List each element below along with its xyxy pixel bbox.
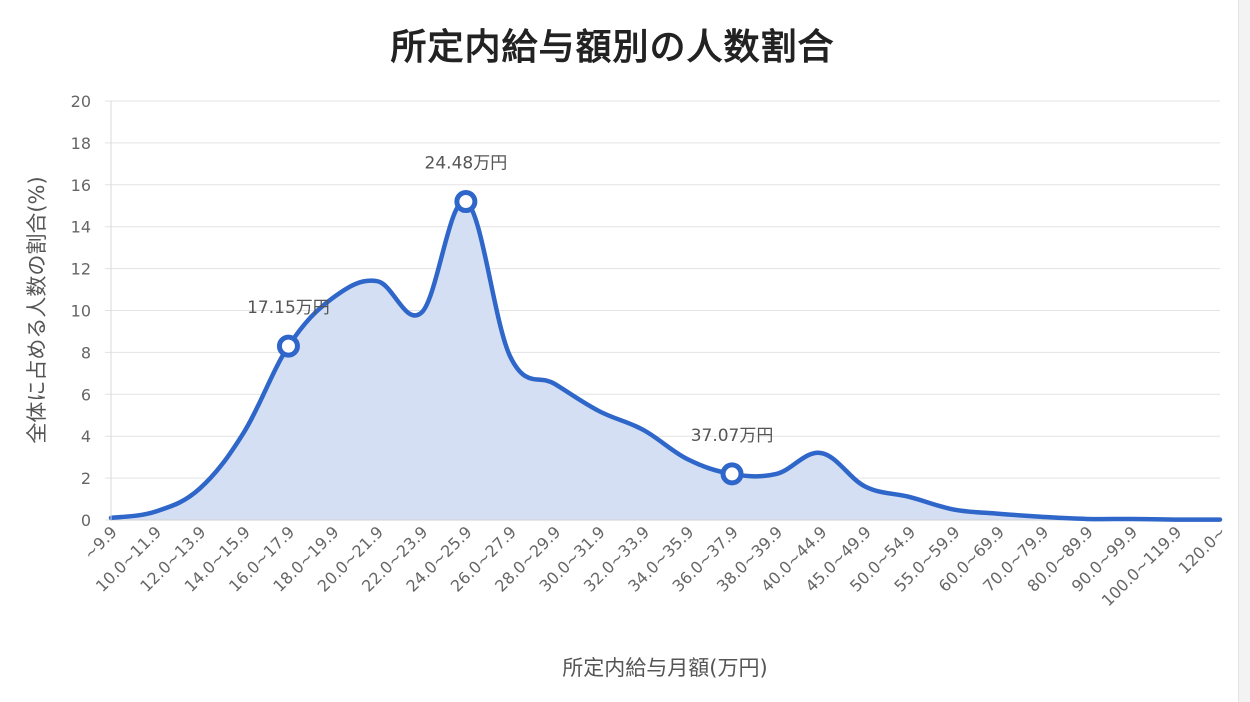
y-tick-label: 12 <box>71 260 91 279</box>
y-tick-label: 16 <box>71 176 91 195</box>
annotated-point[interactable] <box>720 462 744 486</box>
annotation-label: 24.48万円 <box>425 154 508 174</box>
y-tick-label: 0 <box>81 511 91 530</box>
y-tick-label: 6 <box>81 385 91 404</box>
annotated-point[interactable] <box>276 334 300 358</box>
chart-title: 所定内給与額別の人数割合 <box>390 27 835 68</box>
annotation-label: 37.07万円 <box>691 426 774 446</box>
y-tick-labels: 0 2 4 6 8 10 12 14 16 18 20 <box>71 92 91 530</box>
annotation-label: 17.15万円 <box>247 298 330 318</box>
y-tick-label: 18 <box>71 134 91 153</box>
annotation-points: 17.15万円 24.48万円 37.07万円 <box>247 154 774 486</box>
y-tick-label: 2 <box>81 469 91 488</box>
x-tick-label: 100.0~119.9 <box>1098 522 1186 610</box>
x-tick-labels: ~9.910.0~11.912.0~13.914.0~15.916.0~17.9… <box>80 522 1230 610</box>
annotated-point[interactable] <box>454 190 478 214</box>
window-edge <box>1238 0 1250 702</box>
y-axis-label: 全体に占める人数の割合(%) <box>25 176 49 444</box>
area-fill <box>111 201 1220 520</box>
x-tick-label: 120.0~ <box>1175 522 1230 577</box>
y-tick-label: 20 <box>71 92 91 111</box>
x-axis-label: 所定内給与月額(万円) <box>562 656 768 680</box>
y-tick-label: 8 <box>81 343 91 362</box>
y-tick-label: 10 <box>71 302 91 321</box>
y-tick-label: 4 <box>81 427 91 446</box>
series-area <box>108 199 1223 522</box>
y-tick-label: 14 <box>71 218 91 237</box>
